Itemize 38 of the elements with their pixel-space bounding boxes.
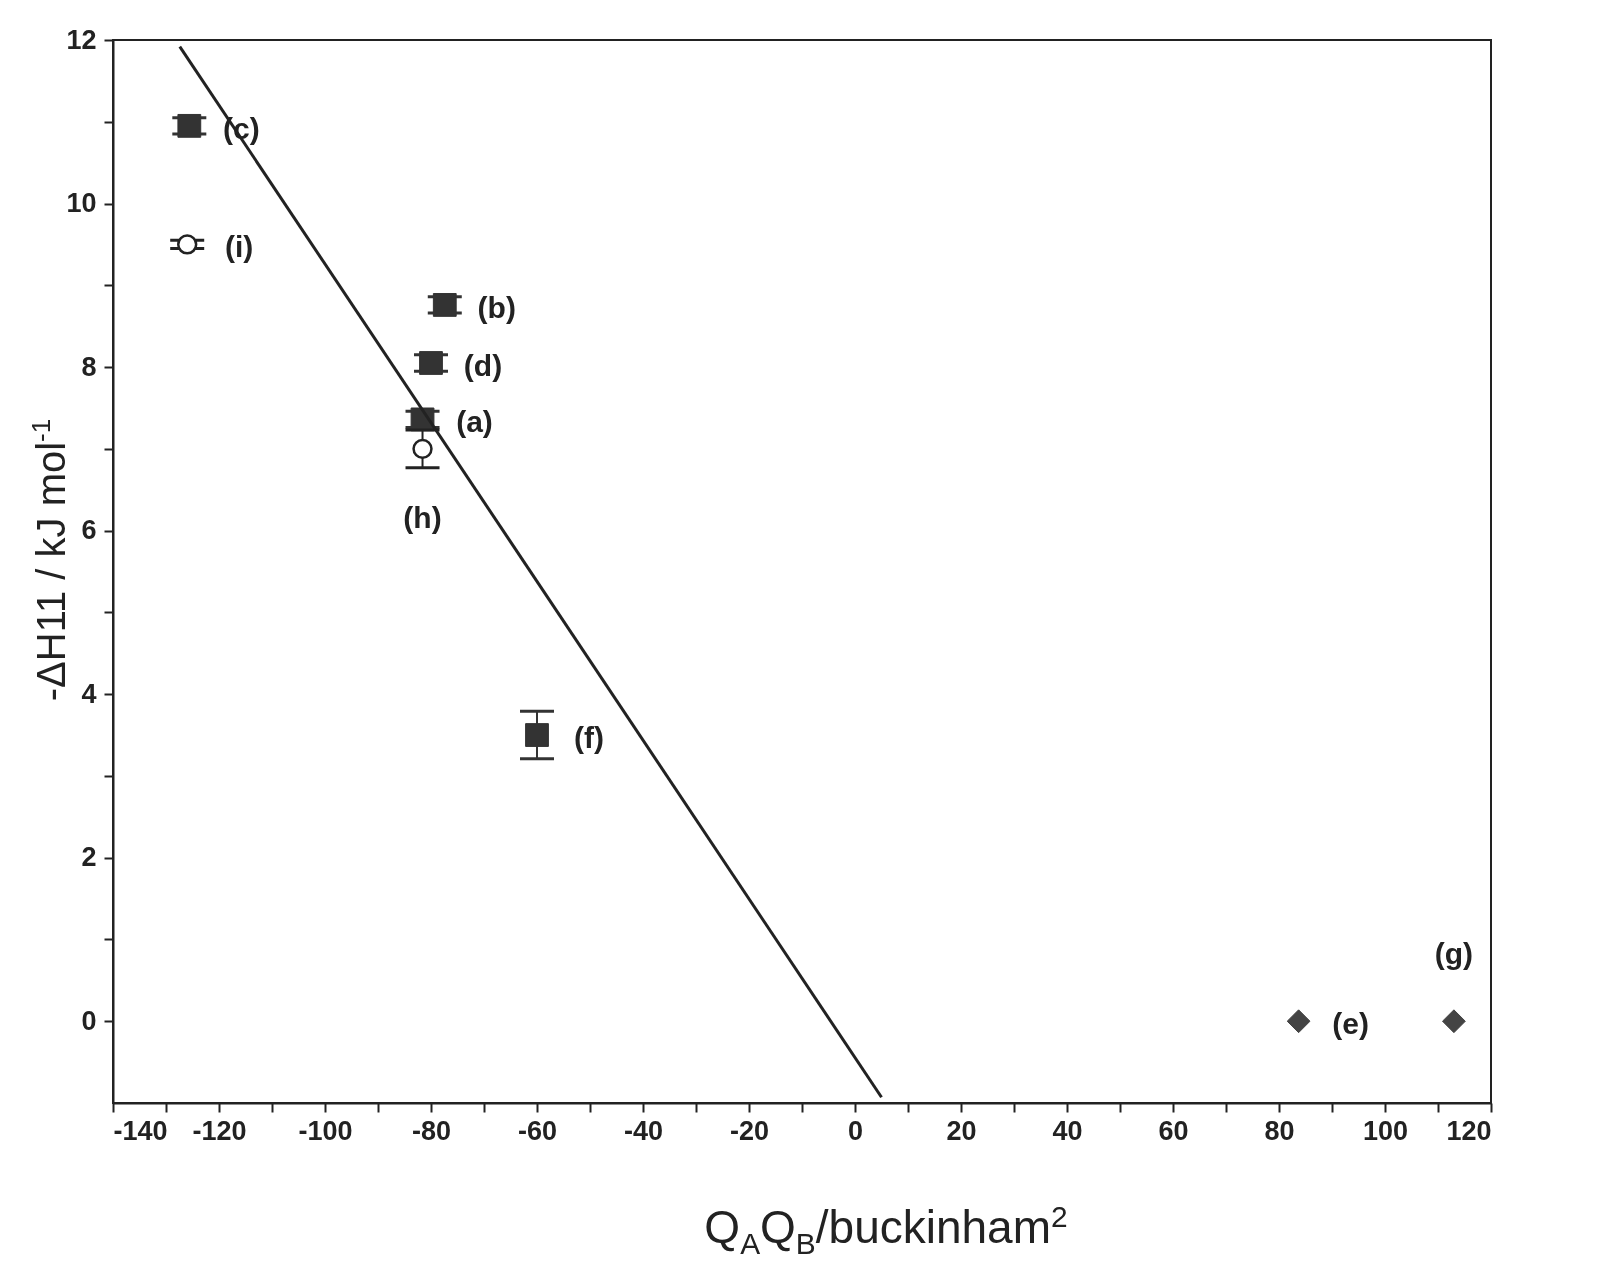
- annotation: (g): [1434, 937, 1474, 971]
- point: [177, 113, 202, 138]
- x-tick-label: 60: [1158, 1115, 1189, 1146]
- x-tick-label: 0: [847, 1115, 864, 1146]
- x-tick-label: 40: [1052, 1115, 1083, 1146]
- y-tick-label: 0: [81, 1005, 97, 1036]
- annotation: (h): [403, 500, 442, 534]
- annotation: (f): [574, 721, 604, 755]
- annotation: (d): [463, 348, 503, 382]
- y-tick-label: 12: [66, 24, 97, 55]
- x-tick-label: 80: [1264, 1115, 1295, 1146]
- x-tick-label: -80: [411, 1115, 452, 1146]
- point: [419, 351, 443, 375]
- point: [177, 234, 198, 255]
- x-tick-label: -100: [298, 1115, 353, 1146]
- y-tick-label: 8: [81, 351, 97, 382]
- y-tick-label: 4: [81, 678, 97, 709]
- x-tick-label: 20: [946, 1115, 977, 1146]
- x-tick-label: -40: [623, 1115, 664, 1146]
- x-tick-label: -140: [113, 1115, 168, 1146]
- annotation: (i): [225, 230, 254, 264]
- x-axis-title: Q$_{A}$Q$_{B}$/buckinham$^{2}$: [703, 1200, 1069, 1261]
- x-tick-label: -20: [729, 1115, 770, 1146]
- x-tick-label: -120: [192, 1115, 247, 1146]
- point: [1442, 1009, 1466, 1034]
- point: [525, 723, 549, 747]
- y-tick-label: 6: [81, 515, 97, 546]
- annotation: (e): [1332, 1007, 1369, 1041]
- y-tick-label: 2: [81, 842, 97, 873]
- x-tick-label: 120: [1446, 1115, 1492, 1146]
- y-tick-label: 10: [66, 188, 97, 219]
- x-tick-label: -60: [517, 1115, 558, 1146]
- point: [432, 293, 457, 317]
- x-tick-label: 100: [1362, 1115, 1409, 1146]
- annotation: (a): [456, 405, 493, 439]
- point: [412, 438, 433, 460]
- point: [1286, 1009, 1311, 1034]
- annotation: (b): [477, 290, 516, 324]
